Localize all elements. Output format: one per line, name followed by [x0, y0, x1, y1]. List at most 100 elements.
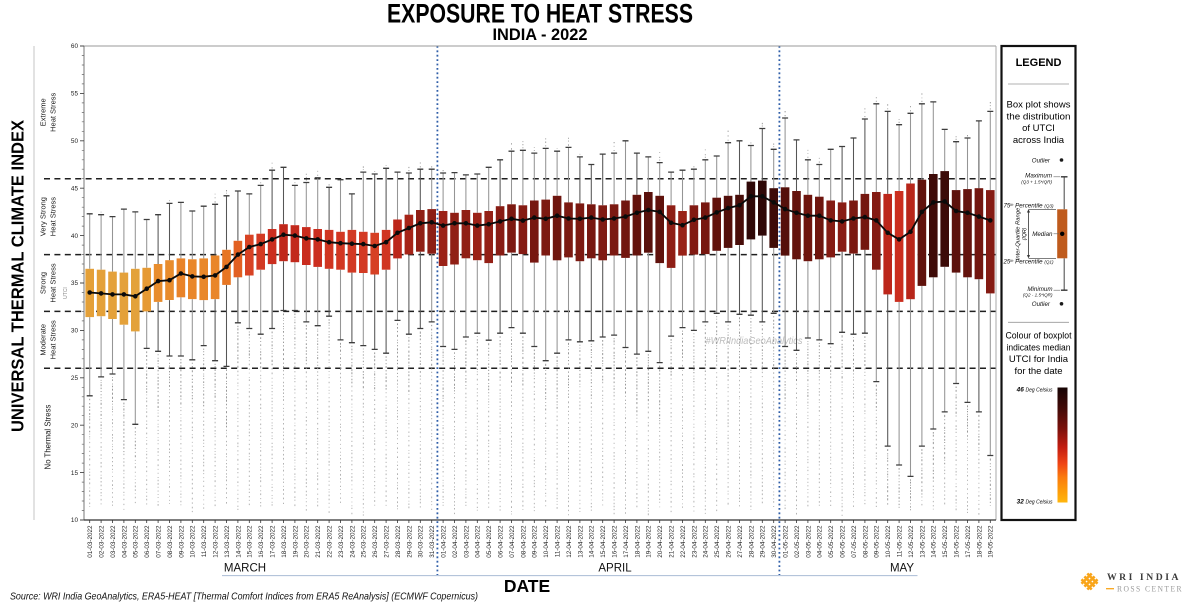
- svg-text:32 Deg Celsius: 32 Deg Celsius: [1017, 499, 1053, 506]
- svg-text:08-04-2022: 08-04-2022: [520, 525, 527, 558]
- svg-text:35: 35: [71, 280, 79, 287]
- svg-text:04-04-2022: 04-04-2022: [475, 525, 482, 558]
- svg-text:03-04-2022: 03-04-2022: [463, 525, 470, 558]
- svg-text:Box plot shows: Box plot shows: [1007, 100, 1071, 111]
- svg-text:15: 15: [71, 470, 79, 477]
- svg-text:10: 10: [71, 517, 79, 524]
- svg-text:12-04-2022: 12-04-2022: [566, 525, 573, 558]
- svg-text:10-05-2022: 10-05-2022: [885, 525, 892, 558]
- svg-text:EXPOSURE TO HEAT STRESS: EXPOSURE TO HEAT STRESS: [387, 0, 693, 29]
- svg-text:30-03-2022: 30-03-2022: [418, 525, 425, 558]
- svg-text:LEGEND: LEGEND: [1016, 57, 1062, 69]
- svg-text:No Thermal Stress: No Thermal Stress: [44, 404, 53, 469]
- svg-text:Moderate: Moderate: [39, 324, 48, 356]
- svg-text:02-03-2022: 02-03-2022: [99, 525, 106, 558]
- svg-text:UTCI: UTCI: [63, 287, 69, 299]
- svg-text:11-04-2022: 11-04-2022: [555, 525, 562, 557]
- svg-text:23-03-2022: 23-03-2022: [338, 525, 345, 558]
- svg-text:UTCI for India: UTCI for India: [1009, 354, 1069, 365]
- svg-text:08-05-2022: 08-05-2022: [862, 525, 869, 558]
- svg-text:55: 55: [71, 91, 79, 98]
- svg-text:24-03-2022: 24-03-2022: [349, 525, 356, 558]
- svg-text:Heat Stress: Heat Stress: [49, 197, 58, 236]
- svg-text:Very Strong: Very Strong: [39, 197, 48, 236]
- svg-text:17-05-2022: 17-05-2022: [965, 525, 972, 558]
- svg-text:06-05-2022: 06-05-2022: [840, 525, 847, 558]
- svg-text:30: 30: [71, 328, 79, 335]
- svg-text:Minimum: Minimum: [1027, 286, 1052, 293]
- svg-text:26-04-2022: 26-04-2022: [726, 525, 733, 558]
- svg-text:04-05-2022: 04-05-2022: [817, 525, 824, 558]
- svg-text:09-04-2022: 09-04-2022: [532, 525, 539, 558]
- svg-text:04-03-2022: 04-03-2022: [121, 525, 128, 558]
- svg-text:25th Percentile (Q1): 25th Percentile (Q1): [1002, 259, 1054, 266]
- svg-text:29-04-2022: 29-04-2022: [760, 525, 767, 558]
- svg-text:14-05-2022: 14-05-2022: [931, 525, 938, 558]
- svg-text:18-04-2022: 18-04-2022: [634, 525, 641, 558]
- svg-text:for the date: for the date: [1014, 366, 1062, 377]
- svg-text:14-03-2022: 14-03-2022: [235, 525, 242, 558]
- svg-text:(Q3 + 1.5*IQR): (Q3 + 1.5*IQR): [1021, 179, 1052, 184]
- svg-text:25-03-2022: 25-03-2022: [361, 525, 368, 558]
- svg-text:01-05-2022: 01-05-2022: [783, 525, 790, 558]
- svg-text:06-03-2022: 06-03-2022: [144, 525, 151, 558]
- svg-text:Colour of boxplot: Colour of boxplot: [1006, 331, 1072, 342]
- svg-text:23-04-2022: 23-04-2022: [691, 525, 698, 558]
- svg-text:27-03-2022: 27-03-2022: [384, 525, 391, 558]
- svg-text:Heat Stress: Heat Stress: [49, 92, 58, 131]
- svg-text:of UTCI: of UTCI: [1022, 123, 1055, 134]
- svg-text:APRIL: APRIL: [598, 563, 632, 575]
- svg-text:20: 20: [71, 422, 79, 429]
- svg-text:14-04-2022: 14-04-2022: [589, 525, 596, 558]
- svg-text:75th Percentile (Q3): 75th Percentile (Q3): [1003, 203, 1054, 210]
- svg-text:05-03-2022: 05-03-2022: [133, 525, 140, 558]
- svg-text:03-05-2022: 03-05-2022: [805, 525, 812, 558]
- svg-text:15-04-2022: 15-04-2022: [600, 525, 607, 558]
- svg-text:WRI INDIA: WRI INDIA: [1107, 573, 1181, 583]
- svg-text:12-05-2022: 12-05-2022: [908, 525, 915, 558]
- svg-text:26-03-2022: 26-03-2022: [372, 525, 379, 558]
- svg-text:#WRIIndiaGeoAnalytics: #WRIIndiaGeoAnalytics: [706, 335, 804, 347]
- svg-text:28-04-2022: 28-04-2022: [748, 525, 755, 558]
- svg-text:02-05-2022: 02-05-2022: [794, 525, 801, 558]
- svg-text:17-04-2022: 17-04-2022: [623, 525, 630, 558]
- svg-text:07-05-2022: 07-05-2022: [851, 525, 858, 558]
- svg-text:31-03-2022: 31-03-2022: [429, 525, 436, 558]
- svg-text:18-05-2022: 18-05-2022: [976, 525, 983, 558]
- svg-text:19-05-2022: 19-05-2022: [988, 525, 995, 558]
- svg-text:MAY: MAY: [890, 563, 914, 575]
- svg-text:MARCH: MARCH: [224, 563, 266, 575]
- svg-text:06-04-2022: 06-04-2022: [498, 525, 505, 558]
- svg-text:40: 40: [71, 233, 79, 240]
- svg-text:60: 60: [71, 43, 79, 50]
- svg-text:16-05-2022: 16-05-2022: [954, 525, 961, 558]
- svg-text:19-04-2022: 19-04-2022: [646, 525, 653, 558]
- svg-text:05-04-2022: 05-04-2022: [486, 525, 493, 558]
- svg-text:07-04-2022: 07-04-2022: [509, 525, 516, 558]
- svg-text:16-03-2022: 16-03-2022: [258, 525, 265, 558]
- svg-text:13-05-2022: 13-05-2022: [919, 525, 926, 558]
- svg-text:05-05-2022: 05-05-2022: [828, 525, 835, 558]
- svg-text:22-04-2022: 22-04-2022: [680, 525, 687, 558]
- svg-text:across India: across India: [1013, 135, 1065, 146]
- svg-text:20-03-2022: 20-03-2022: [304, 525, 311, 558]
- svg-text:INDIA - 2022: INDIA - 2022: [493, 26, 588, 44]
- svg-text:30-04-2022: 30-04-2022: [771, 525, 778, 558]
- svg-text:indicates median: indicates median: [1007, 342, 1071, 353]
- svg-text:the distribution: the distribution: [1007, 111, 1071, 122]
- svg-text:11-03-2022: 11-03-2022: [201, 525, 208, 557]
- svg-text:12-03-2022: 12-03-2022: [213, 525, 220, 558]
- svg-text:15-05-2022: 15-05-2022: [942, 525, 949, 558]
- svg-text:Outlier: Outlier: [1032, 157, 1051, 164]
- svg-text:01-03-2022: 01-03-2022: [87, 525, 94, 558]
- svg-text:21-04-2022: 21-04-2022: [669, 525, 676, 558]
- svg-text:16-04-2022: 16-04-2022: [612, 525, 619, 558]
- svg-text:UNIVERSAL THERMAL CLIMATE INDE: UNIVERSAL THERMAL CLIMATE INDEX: [8, 120, 28, 432]
- svg-text:ROSS CENTER: ROSS CENTER: [1117, 585, 1183, 594]
- svg-text:(IQR): (IQR): [1022, 227, 1028, 240]
- svg-text:20-04-2022: 20-04-2022: [657, 525, 664, 558]
- svg-text:17-03-2022: 17-03-2022: [270, 525, 277, 558]
- svg-text:13-03-2022: 13-03-2022: [224, 525, 231, 558]
- svg-text:27-04-2022: 27-04-2022: [737, 525, 744, 558]
- svg-text:10-04-2022: 10-04-2022: [543, 525, 550, 558]
